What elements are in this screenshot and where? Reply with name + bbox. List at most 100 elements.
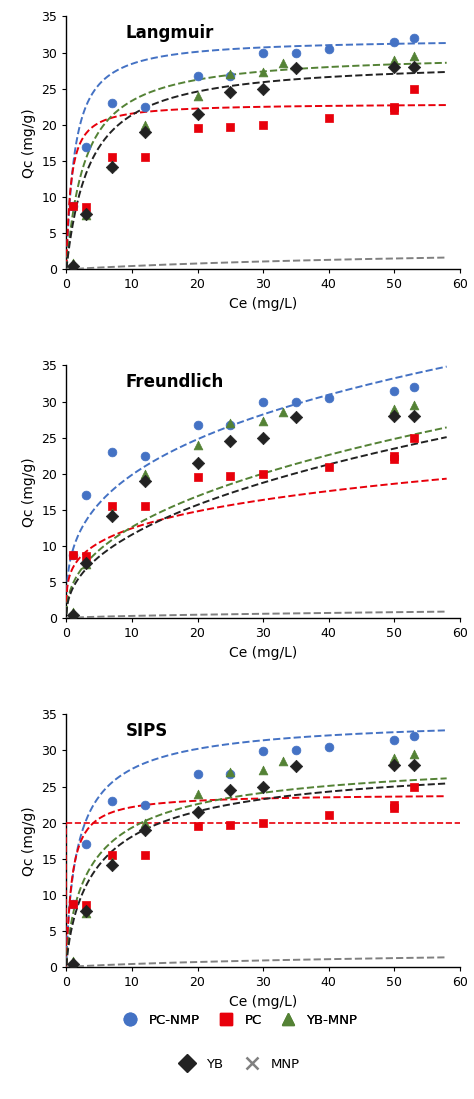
Point <box>410 80 418 98</box>
Point <box>141 116 149 134</box>
Point <box>279 753 286 770</box>
Point <box>66 957 73 975</box>
Point <box>391 381 398 399</box>
Point <box>391 731 398 748</box>
Point <box>410 939 418 956</box>
Point <box>69 603 77 621</box>
Point <box>227 84 234 101</box>
Point <box>141 846 149 864</box>
Point <box>141 447 149 465</box>
Point <box>279 403 286 421</box>
Point <box>227 119 234 136</box>
Point <box>109 846 116 864</box>
Point <box>391 756 398 774</box>
Point <box>141 498 149 515</box>
Point <box>141 98 149 115</box>
Point <box>109 854 116 872</box>
Point <box>391 400 398 418</box>
Point <box>391 58 398 76</box>
Point <box>259 951 267 968</box>
Point <box>292 742 300 759</box>
Point <box>227 781 234 799</box>
Point <box>82 547 90 565</box>
Point <box>109 507 116 524</box>
Point <box>194 803 201 821</box>
Point <box>259 45 267 63</box>
Point <box>194 87 201 104</box>
Point <box>141 123 149 141</box>
Point <box>109 95 116 112</box>
Point <box>194 120 201 137</box>
Point <box>66 259 73 277</box>
Point <box>391 33 398 51</box>
Point <box>292 392 300 410</box>
Point <box>69 198 77 215</box>
Point <box>325 457 332 475</box>
Point <box>391 101 398 119</box>
Point <box>227 66 234 84</box>
Point <box>109 443 116 460</box>
Point <box>69 896 77 913</box>
Point <box>194 818 201 835</box>
Point <box>69 254 77 271</box>
Point <box>227 432 234 449</box>
Point <box>227 467 234 485</box>
Point <box>82 555 90 573</box>
Point <box>69 546 77 564</box>
Point <box>194 468 201 486</box>
Point <box>410 58 418 76</box>
Point <box>325 739 332 756</box>
Point <box>109 156 116 174</box>
Point <box>325 599 332 617</box>
Point <box>82 207 90 224</box>
Y-axis label: Qc (mg/g): Qc (mg/g) <box>22 806 36 876</box>
Point <box>410 30 418 47</box>
Point <box>109 148 116 166</box>
Point <box>325 389 332 407</box>
Point <box>259 393 267 411</box>
Point <box>292 59 300 77</box>
Point <box>194 417 201 434</box>
Point <box>410 407 418 424</box>
Point <box>69 896 77 913</box>
X-axis label: Ce (mg/L): Ce (mg/L) <box>229 995 297 1009</box>
Point <box>82 554 90 571</box>
Point <box>82 199 90 217</box>
Point <box>109 158 116 176</box>
Point <box>69 546 77 564</box>
Text: Langmuir: Langmuir <box>125 24 214 42</box>
Point <box>391 941 398 958</box>
Point <box>391 796 398 813</box>
Point <box>325 41 332 58</box>
Point <box>391 243 398 260</box>
Point <box>410 378 418 396</box>
Point <box>194 106 201 123</box>
Point <box>69 955 77 973</box>
Point <box>109 498 116 515</box>
Point <box>410 756 418 774</box>
Point <box>82 835 90 853</box>
Point <box>410 728 418 745</box>
Point <box>194 454 201 471</box>
Point <box>259 465 267 482</box>
Point <box>410 397 418 414</box>
Point <box>259 742 267 759</box>
Point <box>391 246 398 264</box>
Point <box>66 609 73 626</box>
Point <box>82 904 90 922</box>
Point <box>292 757 300 775</box>
Point <box>391 98 398 115</box>
Point <box>82 902 90 920</box>
Point <box>194 68 201 86</box>
Point <box>82 204 90 222</box>
Point <box>194 785 201 802</box>
Point <box>141 473 149 490</box>
Point <box>141 796 149 813</box>
Text: SIPS: SIPS <box>125 722 168 740</box>
Point <box>391 799 398 817</box>
Point <box>227 764 234 781</box>
Point <box>141 814 149 832</box>
Point <box>410 745 418 763</box>
Point <box>325 249 332 267</box>
Point <box>259 80 267 98</box>
